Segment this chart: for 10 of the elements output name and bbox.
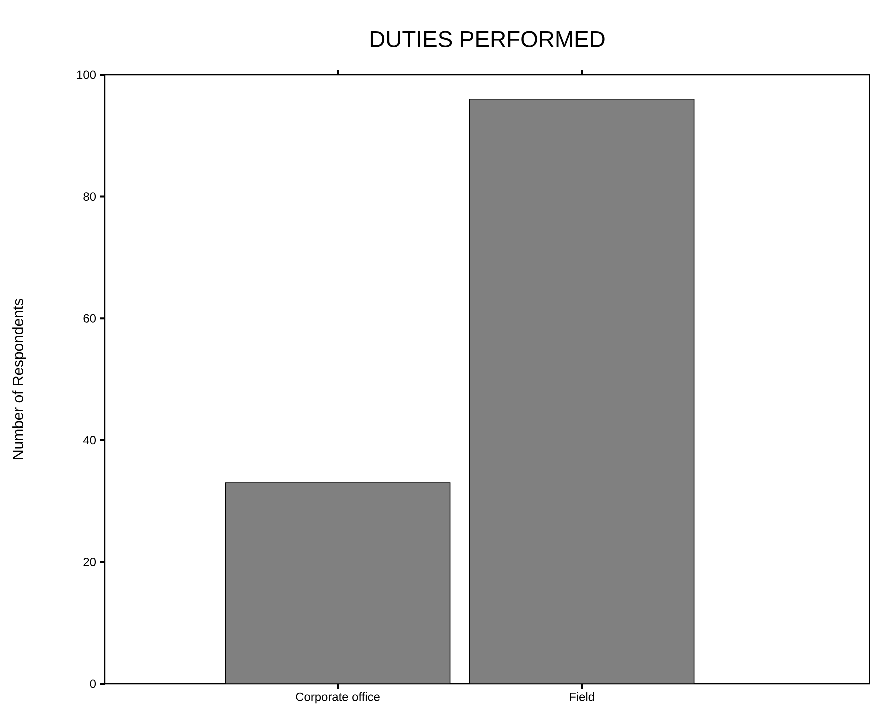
- y-tick-label: 40: [83, 436, 96, 445]
- y-tick-label: 0: [90, 680, 96, 688]
- y-tick-label: 100: [77, 70, 96, 80]
- x-tick-label: Field: [570, 692, 594, 702]
- y-tick-label: 80: [84, 192, 96, 202]
- y-tick-label: 20: [84, 558, 96, 566]
- x-tick-label: Corporate office: [296, 692, 380, 704]
- y-axis-title: Number of Respondents: [12, 299, 26, 460]
- chart-title: DUTIES PERFORMED: [370, 31, 605, 48]
- y-tick-label: 60: [84, 314, 96, 323]
